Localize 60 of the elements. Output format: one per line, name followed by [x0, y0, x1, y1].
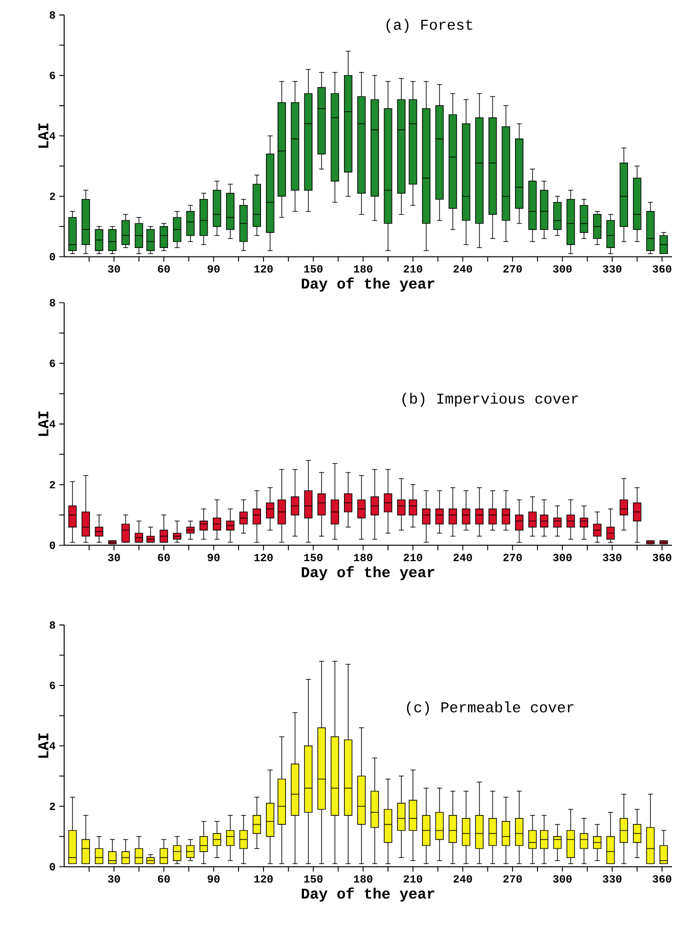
x-tick-label: 270	[503, 265, 522, 273]
x-tick-label: 30	[108, 875, 120, 883]
chart-title: (a) Forest	[386, 18, 472, 33]
x-tick-label: 360	[652, 554, 672, 562]
x-tick-label: 150	[304, 875, 323, 883]
y-tick-label: 4	[49, 420, 56, 428]
y-tick-label: 0	[50, 252, 56, 260]
x-tick-label: 90	[208, 875, 220, 883]
y-tick-label: 2	[50, 480, 56, 488]
y-tick-label: 2	[50, 802, 56, 810]
x-tick-label: 270	[503, 875, 522, 883]
y-tick-label: 8	[50, 11, 56, 19]
x-tick-label: 30	[108, 554, 120, 562]
x-tick-label: 240	[454, 554, 472, 562]
x-tick-label: 120	[254, 554, 273, 562]
x-tick-label: 300	[553, 554, 572, 562]
x-tick-label: 180	[354, 554, 372, 562]
text: (c) Permeable cover	[406, 701, 574, 716]
x-tick-label: 360	[652, 875, 672, 883]
x-tick-label: 60	[158, 554, 170, 562]
y-tick-label: 0	[50, 862, 56, 870]
x-tick-label: 120	[254, 265, 273, 273]
y-tick-label: 2	[50, 192, 56, 200]
x-tick-label: 60	[158, 875, 170, 883]
x-tick-label: 240	[454, 265, 472, 273]
x-tick-label: 90	[208, 554, 220, 562]
x-tick-label: 210	[404, 265, 422, 273]
x-axis-title: Day of the year	[302, 277, 434, 292]
x-tick-label: 330	[602, 265, 622, 273]
x-tick-label: 180	[354, 265, 372, 273]
x-tick-label: 150	[304, 265, 323, 273]
x-tick-label: 210	[404, 875, 422, 883]
text: (b) Impervious cover	[402, 392, 578, 407]
y-tick-label: 6	[50, 72, 56, 80]
x-tick-label: 270	[503, 554, 522, 562]
x-tick-label: 330	[602, 554, 622, 562]
y-tick-label: 8	[50, 298, 56, 306]
y-axis-title: LAI	[38, 124, 48, 148]
x-tick-label: 60	[158, 265, 170, 273]
x-tick-label: 150	[304, 554, 323, 562]
x-tick-label: 30	[108, 265, 120, 273]
x-tick-label: 90	[208, 265, 220, 273]
x-axis-title: Day of the year	[302, 888, 434, 902]
x-tick-label: 300	[553, 265, 572, 273]
x-axis-title: Day of the year	[302, 566, 434, 580]
x-tick-label: 120	[254, 875, 273, 883]
x-tick-label: 240	[454, 875, 472, 883]
x-tick-label: 360	[652, 265, 672, 273]
y-axis-title: LAI	[38, 412, 48, 436]
x-tick-label: 180	[354, 875, 372, 883]
y-tick-label: 6	[50, 360, 56, 368]
x-tick-label: 210	[404, 554, 422, 562]
x-tick-label: 330	[602, 875, 622, 883]
y-tick-label: 4	[49, 132, 56, 140]
y-tick-label: 6	[50, 682, 56, 690]
x-tick-label: 300	[553, 875, 572, 883]
y-tick-label: 8	[50, 621, 56, 629]
y-tick-label: 0	[50, 542, 56, 550]
y-tick-label: 4	[49, 742, 56, 750]
y-axis-title: LAI	[38, 734, 48, 758]
